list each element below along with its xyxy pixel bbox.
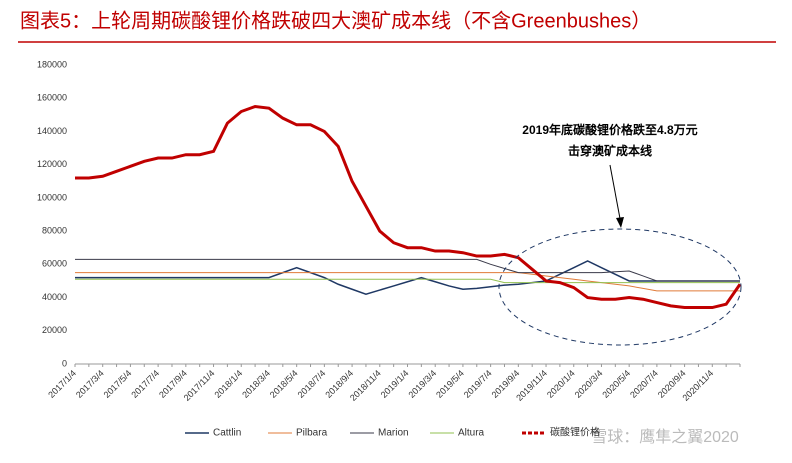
x-tick-label: 2019/1/4	[379, 368, 411, 400]
x-tick-label: 2018/3/4	[240, 368, 272, 400]
series-line	[75, 272, 740, 292]
y-tick-label: 140000	[37, 126, 67, 136]
x-tick-label: 2019/5/4	[434, 368, 466, 400]
y-tick-label: 160000	[37, 93, 67, 103]
chart-title: 图表5：上轮周期碳酸锂价格跌破四大澳矿成本线（不含Greenbushes）	[20, 9, 651, 32]
legend-label: Pilbara	[296, 428, 328, 439]
highlight-ellipse	[498, 228, 742, 346]
series-line	[75, 258, 740, 282]
legend-label: Marion	[378, 428, 409, 439]
x-tick-label: 2020/5/4	[600, 368, 632, 400]
y-tick-label: 120000	[37, 159, 67, 169]
series-line	[75, 104, 742, 310]
x-tick-label: 2020/7/4	[628, 368, 660, 400]
x-tick-label: 2017/7/4	[129, 368, 161, 400]
y-tick-label: 20000	[42, 325, 67, 335]
watermark: 雪球：鹰隼之翼2020	[591, 428, 739, 446]
x-tick-label: 2018/1/4	[212, 368, 244, 400]
legend-label: Cattlin	[213, 428, 241, 439]
y-tick-label: 0	[62, 358, 67, 368]
x-tick-label: 2017/1/4	[46, 368, 78, 400]
x-tick-label: 2020/3/4	[573, 368, 605, 400]
legend-label: Altura	[458, 428, 485, 439]
x-tick-label: 2020/1/4	[545, 368, 577, 400]
annotation-arrow	[609, 164, 622, 225]
x-tick-label: 2018/5/4	[268, 368, 300, 400]
legend-label: 碳酸锂价格	[550, 426, 600, 439]
arrow-head	[616, 217, 624, 228]
x-tick-label: 2017/3/4	[74, 368, 106, 400]
annotation: 击穿澳矿成本线	[568, 143, 652, 158]
y-tick-label: 40000	[42, 292, 67, 302]
series-line	[75, 278, 740, 284]
x-tick-label: 2019/7/4	[462, 368, 494, 400]
x-tick-label: 2019/3/4	[406, 368, 438, 400]
series-line	[75, 260, 740, 296]
y-tick-label: 180000	[37, 59, 67, 69]
y-tick-label: 100000	[37, 192, 67, 202]
y-tick-label: 60000	[42, 259, 67, 269]
x-tick-label: 2018/7/4	[296, 368, 328, 400]
annotation: 2019年底碳酸锂价格跌至4.8万元	[522, 122, 697, 137]
x-tick-label: 2017/5/4	[102, 368, 134, 400]
y-tick-label: 80000	[42, 225, 67, 235]
